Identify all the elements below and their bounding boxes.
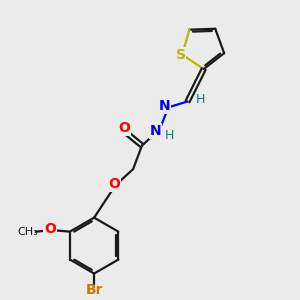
Text: N: N (158, 99, 170, 113)
Text: H: H (196, 94, 206, 106)
Text: O: O (118, 121, 130, 135)
Text: CH₃: CH₃ (17, 226, 38, 237)
Text: Br: Br (85, 283, 103, 297)
Text: H: H (164, 129, 174, 142)
Text: N: N (150, 124, 161, 138)
Text: S: S (176, 48, 186, 62)
Text: O: O (44, 222, 56, 236)
Text: O: O (108, 177, 120, 191)
